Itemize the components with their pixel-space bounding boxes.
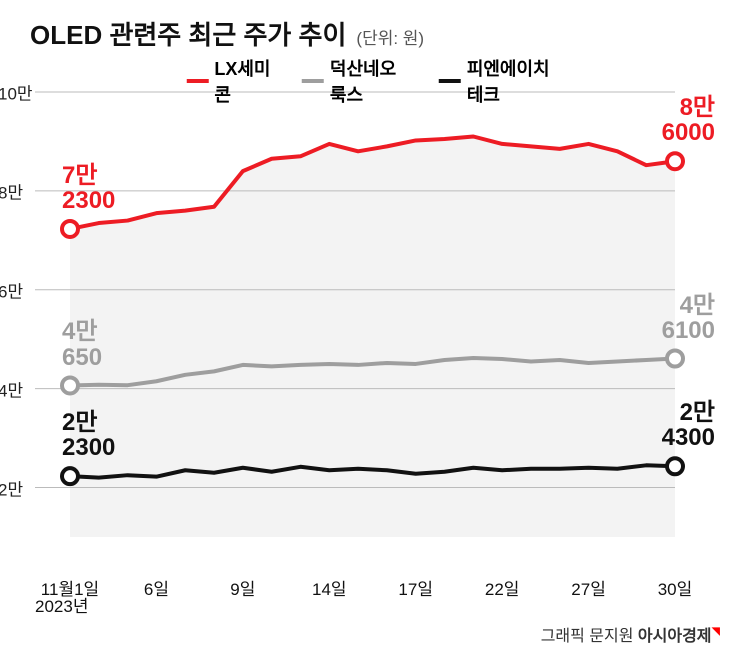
legend-label: 피엔에이치테크 [467,55,559,107]
x-axis-label: 27일 [571,575,606,600]
x-axis-label: 22일 [485,575,520,600]
y-axis-label: 4만 [0,376,23,401]
x-axis-label: 14일 [312,575,347,600]
x-axis-label: 6일 [144,575,169,600]
legend-item-lx: LX세미콘 [186,55,272,107]
chart-unit: (단위: 원) [356,24,424,49]
y-axis-label: 10만 [0,80,33,105]
series-marker-end-0 [667,153,683,169]
value-callout-start-0: 7만2300 [62,163,115,213]
chart-svg [30,62,715,567]
chart-title: OLED 관련주 최근 주가 추이 [30,15,346,52]
legend-swatch [439,79,461,83]
series-marker-end-1 [667,351,683,367]
value-callout-start-1: 4만650 [62,319,102,369]
x-axis-label: 9일 [230,575,255,600]
x-axis-label: 17일 [398,575,433,600]
legend-item-duksan: 덕산네오룩스 [302,55,409,107]
y-axis-label: 8만 [0,178,23,203]
credit-author: 그래픽 문지원 [541,628,634,645]
legend-item-pnh: 피엔에이치테크 [439,55,559,107]
title-row: OLED 관련주 최근 주가 추이 (단위: 원) [30,15,715,52]
x-axis-label: 30일 [658,575,693,600]
x-axis-labels: 11월1일6일9일14일17일22일27일30일 [30,575,715,595]
credit-marker-icon: ◥ [712,626,720,638]
y-axis-label: 6만 [0,277,23,302]
value-callout-end-1: 4만6100 [662,293,715,343]
legend-swatch [186,79,208,83]
value-callout-end-0: 8만6000 [662,95,715,145]
y-axis-label: 2만 [0,475,23,500]
credit-brand: 아시아경제 [638,628,712,645]
legend-label: 덕산네오룩스 [330,55,409,107]
legend-label: LX세미콘 [214,55,271,107]
series-marker-start-0 [62,221,78,237]
x-axis-year: 2023년 [35,592,88,617]
plot-area: 11월1일6일9일14일17일22일27일30일 2023년 2만4만6만8만1… [30,62,715,567]
series-marker-end-2 [667,458,683,474]
chart-container: OLED 관련주 최근 주가 추이 (단위: 원) LX세미콘 덕산네오룩스 피… [0,0,745,654]
value-callout-end-2: 2만4300 [662,400,715,450]
series-marker-start-1 [62,377,78,393]
series-marker-start-2 [62,468,78,484]
value-callout-start-2: 2만2300 [62,410,115,460]
credit-line: 그래픽 문지원 아시아경제◥ [541,622,720,646]
legend-swatch [302,79,324,83]
legend: LX세미콘 덕산네오룩스 피엔에이치테크 [186,55,559,107]
